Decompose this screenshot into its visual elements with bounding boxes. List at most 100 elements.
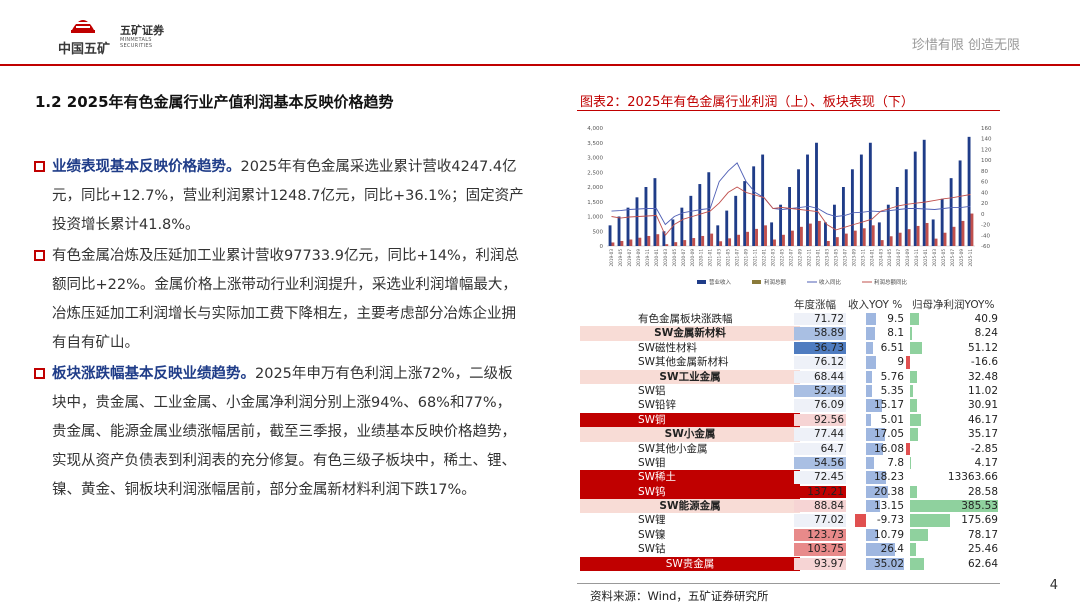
net-profit-yoy-bar — [910, 557, 925, 571]
bullet-list: 业绩表现基本反映价格趋势。2025年有色金属采选业累计营收4247.4亿元，同比… — [34, 153, 524, 505]
profit-bar — [710, 233, 714, 246]
revenue-bar — [922, 139, 926, 246]
x-tick-label: 2022-05 — [780, 249, 785, 267]
bullet-lead: 板块涨跌幅基本反映业绩趋势。 — [52, 366, 255, 382]
revenue-bar — [913, 151, 917, 246]
profit-bar — [791, 230, 794, 246]
net-profit-yoy: -16.6 — [970, 356, 998, 369]
x-tick-label: 2022-09 — [797, 249, 802, 267]
annual-change: 77.02 — [813, 514, 844, 527]
table-row: 有色金属板块涨跌幅 71.72 9.5 40.9 — [580, 312, 1000, 326]
profit-bar — [862, 228, 866, 246]
revenue-yoy: 15.17 — [873, 399, 904, 412]
revenue-bar — [707, 172, 711, 246]
sector-label: SW其他金属新材料 — [638, 356, 729, 369]
net-profit-yoy: 78.17 — [967, 528, 998, 541]
net-profit-yoy-bar — [910, 313, 920, 326]
table-row: SW其他金属新材料 76.12 9 -16.6 — [580, 355, 1000, 369]
right-axis-tick: -40 — [981, 233, 990, 239]
pct-heat-bar — [794, 442, 846, 455]
revenue-bar — [761, 154, 765, 246]
annual-change: 54.56 — [813, 456, 844, 469]
annual-change: 92.56 — [813, 413, 844, 426]
revenue-yoy: 17.05 — [873, 428, 904, 441]
table-row: SW小金属 77.44 17.05 35.17 — [580, 427, 1000, 442]
pct-heat-bar — [794, 384, 846, 398]
revenue-bar — [743, 181, 747, 246]
net-profit-yoy-bar — [910, 528, 928, 542]
net-profit-yoy: 385.53 — [961, 500, 998, 513]
x-tick-label: 2024-09 — [905, 249, 910, 267]
pct-heat-bar — [794, 543, 846, 556]
revenue-bar — [940, 198, 944, 246]
profit-bar — [916, 225, 920, 246]
x-tick-label: 2021-01 — [708, 249, 713, 267]
revenue-bar — [680, 207, 684, 246]
right-axis-tick: 80 — [981, 169, 988, 175]
revenue-yoy: 13.15 — [873, 500, 904, 513]
profit-bar — [880, 240, 884, 246]
revenue-yoy-bar — [855, 514, 866, 527]
left-axis-tick: 1,500 — [587, 200, 603, 206]
brand-sub: 五矿证券 — [120, 24, 164, 37]
revenue-yoy-bar — [866, 456, 875, 470]
pct-heat-bar — [794, 356, 846, 369]
sector-label: SW锂 — [638, 514, 666, 527]
revenue-yoy-bar — [866, 327, 875, 340]
sector-name: SW其他金属新材料 — [580, 355, 800, 369]
x-tick-label: 2025-03 — [932, 249, 937, 267]
pct-heat-bar — [794, 456, 846, 470]
sector-label: SW镍 — [638, 528, 666, 541]
revenue-bar — [904, 169, 908, 246]
x-tick-label: 2020-07 — [681, 249, 686, 267]
sector-name: SW钨 — [580, 484, 800, 500]
profit-bar — [853, 230, 857, 246]
pct-heat-bar — [794, 313, 846, 326]
pct-heat-bar — [794, 500, 846, 513]
right-axis-tick: 120 — [981, 147, 992, 153]
x-tick-label: 2020-11 — [699, 249, 704, 267]
x-tick-label: 2024-11 — [914, 249, 919, 267]
table-row: SW工业金属 68.44 5.76 32.48 — [580, 369, 1000, 384]
annual-change: 93.97 — [813, 557, 844, 570]
profit-bar — [826, 240, 830, 246]
sector-label: SW铜 — [638, 413, 666, 426]
square-bullet-icon — [34, 161, 45, 172]
sector-name: SW镍 — [580, 528, 800, 542]
x-tick-label: 2025-09 — [959, 249, 964, 267]
revenue-yoy-bar — [866, 341, 874, 355]
x-tick-label: 2024-07 — [896, 249, 901, 267]
table-row: SW金属新材料 58.89 8.1 8.24 — [580, 326, 1000, 341]
profit-bar — [638, 237, 642, 246]
revenue-bar — [841, 187, 845, 246]
profit-bar — [925, 222, 929, 246]
net-profit-yoy-bar — [906, 356, 910, 369]
net-profit-yoy-bar — [910, 514, 951, 527]
sector-name: SW能源金属 — [580, 499, 800, 514]
revenue-bar — [850, 169, 854, 246]
revenue-yoy: 18.23 — [873, 471, 904, 484]
revenue-bar — [806, 154, 809, 246]
left-axis-tick: 3,500 — [587, 141, 603, 147]
x-tick-label: 2025-01 — [923, 249, 928, 267]
sector-performance-table: 有色金属板块涨跌幅 71.72 9.5 40.9 SW金属新材料 58.89 8.1 8.24… — [580, 312, 1000, 572]
sector-name: SW铜 — [580, 412, 800, 428]
net-profit-yoy-bar — [910, 428, 919, 441]
net-profit-yoy-bar — [910, 399, 918, 412]
profit-bar — [746, 231, 749, 246]
profit-bar — [817, 220, 821, 246]
revenue-yoy: 9.5 — [887, 313, 904, 325]
right-axis-tick: 160 — [981, 126, 992, 132]
annual-change: 64.7 — [820, 442, 844, 455]
profit-bar — [970, 213, 974, 246]
net-profit-yoy: 25.46 — [967, 543, 998, 556]
revenue-yoy: 9 — [897, 356, 904, 369]
net-profit-yoy-bar — [910, 384, 913, 398]
net-profit-yoy: 4.17 — [974, 456, 998, 469]
x-tick-label: 2019-09 — [636, 249, 641, 267]
profit-bar — [764, 225, 767, 246]
profit-bar — [808, 223, 812, 246]
revenue-bar — [734, 195, 738, 246]
profit-bar — [629, 239, 633, 246]
net-profit-yoy-bar — [906, 442, 910, 455]
